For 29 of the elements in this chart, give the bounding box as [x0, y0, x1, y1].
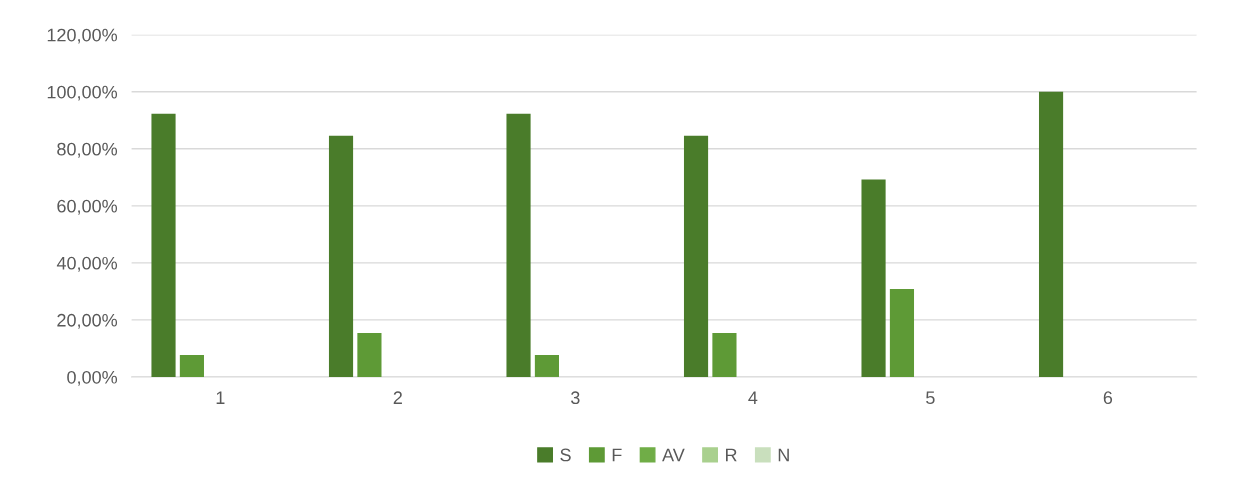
y-tick-label: 60,00%: [57, 199, 118, 215]
bar: [328, 135, 354, 377]
legend-label: F: [612, 448, 622, 462]
y-tick-label: 20,00%: [57, 313, 118, 329]
legend-label: R: [726, 448, 737, 462]
y-tick-label: 100,00%: [47, 85, 118, 101]
bar: [179, 355, 204, 377]
bar: [534, 355, 560, 377]
y-tick-label: 120,00%: [47, 28, 118, 44]
y-tick-label: 0,00%: [67, 370, 118, 386]
y-tick-label: 40,00%: [56, 256, 118, 272]
bar: [151, 113, 176, 377]
x-tick-label: 4: [748, 391, 758, 404]
bar: [861, 179, 886, 377]
bar: [683, 135, 709, 377]
x-tick-label: 1: [216, 391, 225, 404]
legend-label: N: [778, 448, 789, 462]
y-tick-label: 80,00%: [57, 142, 118, 158]
x-tick-label: 6: [1103, 391, 1113, 405]
bar: [889, 289, 915, 377]
bar: [1038, 91, 1064, 377]
x-tick-label: 5: [926, 391, 935, 405]
bar: [506, 113, 531, 377]
legend-label: AV: [662, 448, 685, 462]
x-tick-label: 3: [571, 391, 580, 405]
bar: [357, 333, 382, 377]
bar: [712, 333, 737, 377]
x-tick-label: 2: [393, 391, 402, 404]
legend-label: S: [560, 448, 571, 462]
